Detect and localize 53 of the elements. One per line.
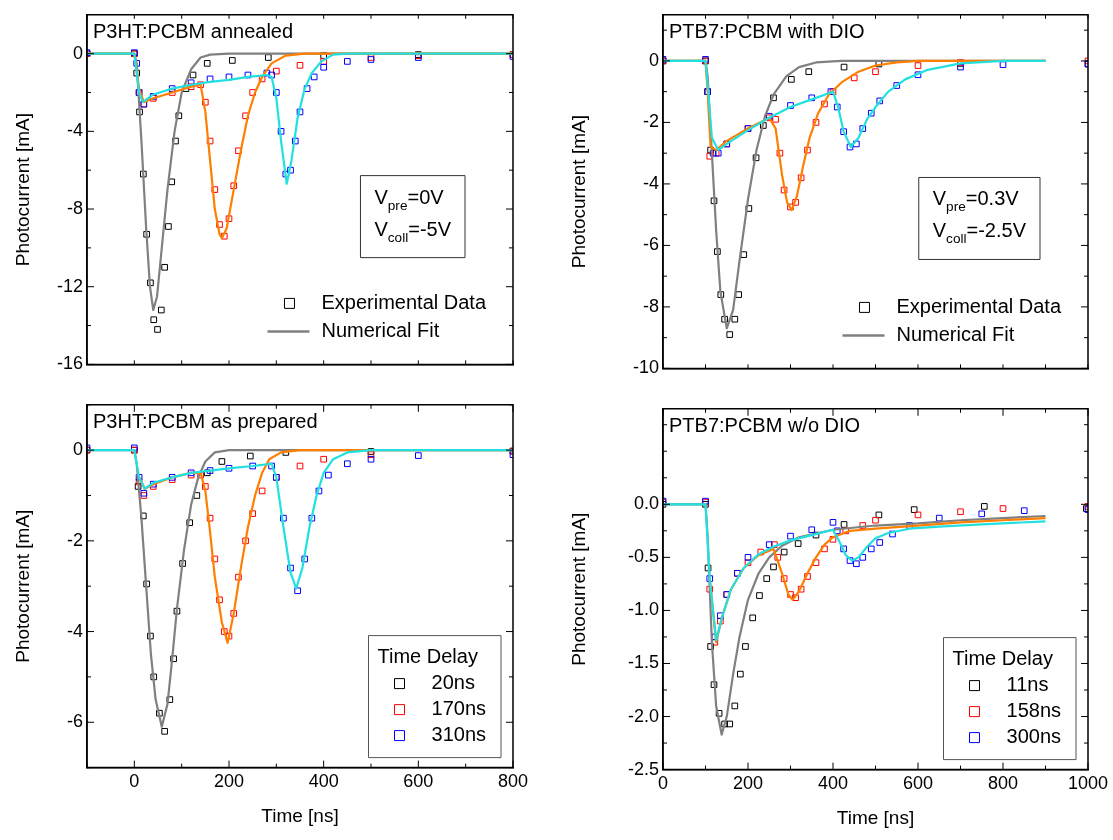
y-tick-label: -4 <box>642 172 659 193</box>
legend-title: Time Delay <box>952 647 1053 670</box>
x-tick-label: 1000 <box>1067 773 1109 794</box>
legend-label: Numerical Fit <box>321 318 440 341</box>
chart-title: P3HT:PCBM annealed <box>93 20 294 43</box>
y-tick-label: -2 <box>642 111 659 132</box>
chart-title: PTB7:PCBM with DIO <box>669 20 865 43</box>
y-axis-title: Photocurrent [mA] <box>11 509 33 663</box>
y-tick-label: 0 <box>648 49 659 70</box>
x-axis-title: Time [ns] <box>261 804 339 826</box>
y-tick-label: -6 <box>642 234 659 255</box>
x-tick-label: 800 <box>987 773 1019 794</box>
y-tick-label: -1.5 <box>627 652 659 673</box>
legend-title: Time Delay <box>377 645 478 668</box>
x-tick-label: 200 <box>732 773 764 794</box>
y-tick-label: -8 <box>66 197 83 218</box>
x-tick-label: 600 <box>403 771 434 792</box>
legend-label: 170ns <box>431 697 487 720</box>
legend-label: 300ns <box>1006 725 1062 748</box>
y-axis-title: Photocurrent [mA] <box>567 115 589 269</box>
y-axis-title: Photocurrent [mA] <box>11 113 33 267</box>
legend-label: 11ns <box>1006 673 1049 696</box>
y-tick-label: -2.0 <box>627 705 659 726</box>
x-tick-label: 400 <box>817 773 849 794</box>
x-tick-label: 600 <box>902 773 934 794</box>
legend-label: Numerical Fit <box>896 322 1015 345</box>
legend-label: 20ns <box>431 671 475 694</box>
y-tick-label: 0 <box>72 439 83 460</box>
y-tick-label: -2.5 <box>627 758 659 779</box>
legend-label: 310ns <box>431 723 487 746</box>
y-tick-label: -8 <box>642 295 659 316</box>
y-tick-label: -1.0 <box>627 599 659 620</box>
y-tick-label: -4 <box>66 620 83 641</box>
legend-label: 158ns <box>1006 699 1062 722</box>
y-tick-label: -4 <box>66 120 83 141</box>
chart-title: P3HT:PCBM as prepared <box>93 410 318 433</box>
y-tick-label: -2 <box>66 529 83 550</box>
x-tick-label: 200 <box>213 771 245 792</box>
x-tick-label: 400 <box>308 771 339 792</box>
y-tick-label: 0 <box>72 42 83 63</box>
y-tick-label: -16 <box>56 353 83 374</box>
y-tick-label: -12 <box>56 275 83 296</box>
y-axis-title: Photocurrent [mA] <box>567 512 589 666</box>
y-tick-label: -0.5 <box>627 546 659 567</box>
y-tick-label: -10 <box>632 357 659 378</box>
legend-label: Experimental Data <box>896 294 1062 317</box>
x-axis-title: Time [ns] <box>836 806 915 828</box>
chart-title: PTB7:PCBM w/o DIO <box>669 414 861 437</box>
legend-label: Experimental Data <box>321 290 487 313</box>
x-tick-label: 0 <box>129 771 140 792</box>
y-tick-label: -6 <box>66 711 83 732</box>
x-tick-label: 800 <box>497 771 529 792</box>
y-tick-label: 0.0 <box>633 493 659 514</box>
